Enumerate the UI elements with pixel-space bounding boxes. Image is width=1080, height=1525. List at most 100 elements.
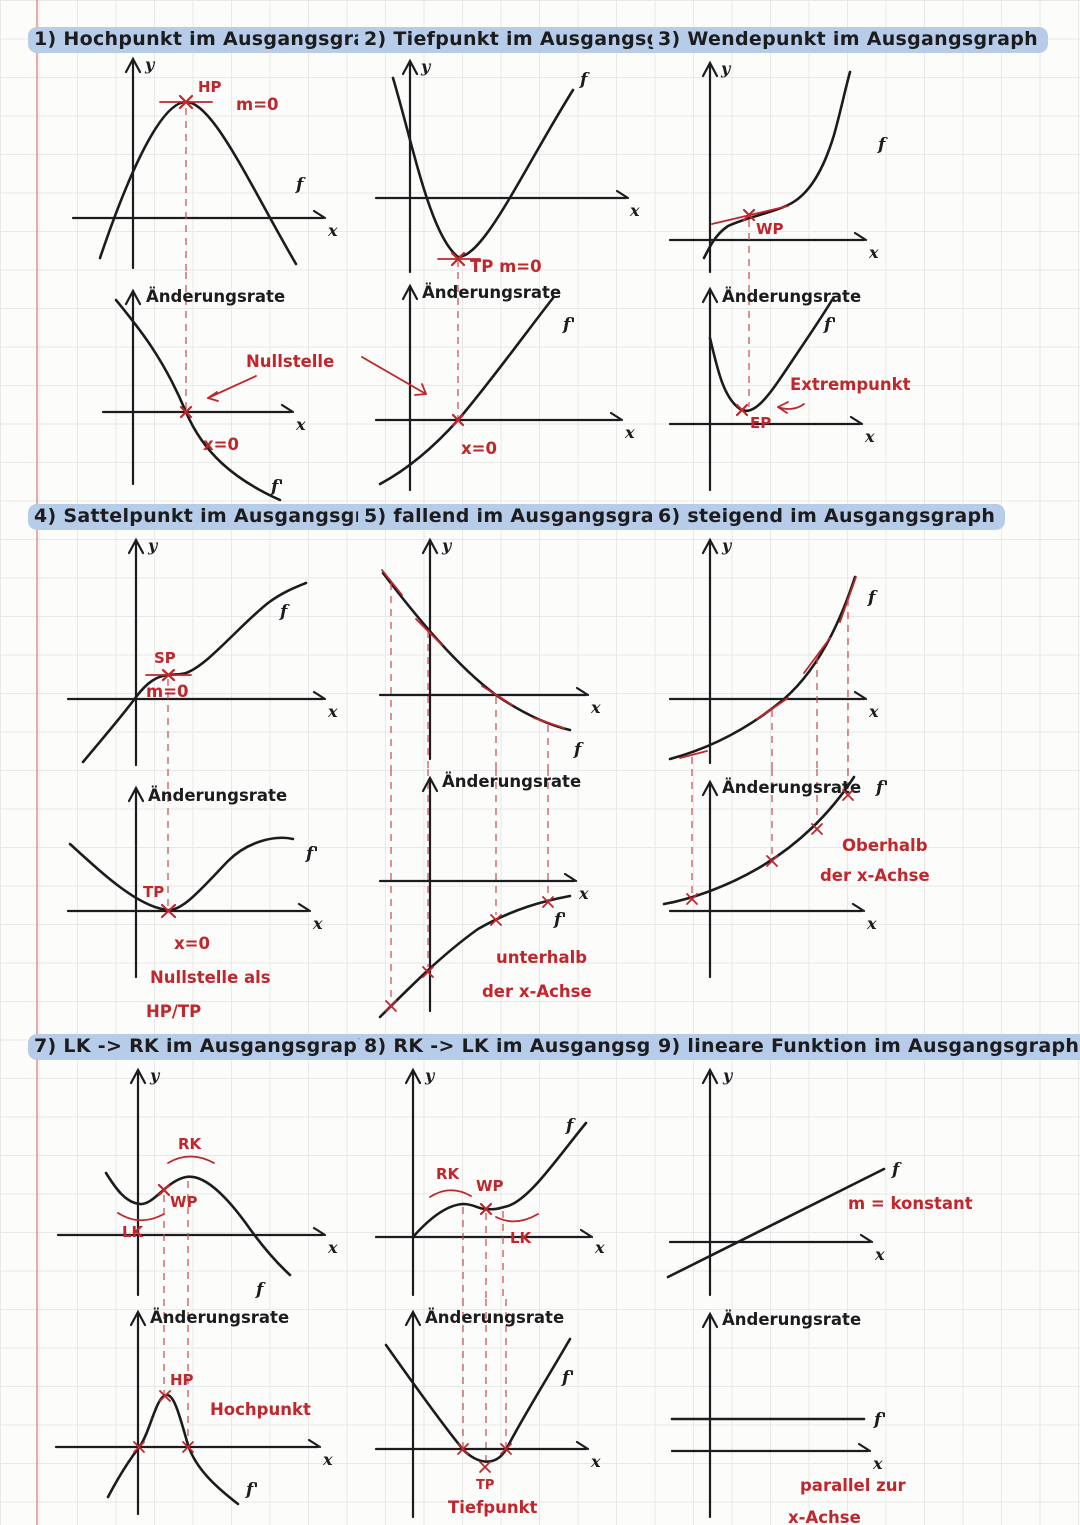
p4-rate-label: Änderungsrate xyxy=(148,786,287,805)
p4-fp-x-axis-label: x xyxy=(312,914,323,933)
p4-y-axis-label: y xyxy=(147,536,159,555)
p1-fp-x-axis-label: x xyxy=(295,415,306,434)
p8-lk-label: LK xyxy=(510,1229,533,1247)
p6-fprime-curve xyxy=(662,775,856,906)
p7-hp-label: HP xyxy=(170,1371,194,1389)
p1-fp-axes: x xyxy=(101,288,306,486)
p4-fprime-graph: x Änderungsrate TP x=0 Nullstelle als HP… xyxy=(66,769,323,1021)
p3-wp-label: WP xyxy=(756,220,784,238)
p6-f-axes: y x xyxy=(668,536,879,765)
p7-fprime-label: f' xyxy=(245,1480,259,1500)
p8-f-graph: y x RK WP LK f xyxy=(374,1066,605,1299)
p2-tp-m0-label: TP m=0 xyxy=(470,257,542,276)
p6-y-axis-label: y xyxy=(721,536,733,555)
panel-rk-lk: 8) RK -> LK im Ausgangsgraph y x RK WP L… xyxy=(358,1034,711,1525)
p6-rate-label: Änderungsrate xyxy=(722,778,861,797)
p1-f-curve xyxy=(98,100,298,266)
p8-x-axis-label: x xyxy=(594,1238,605,1257)
p8-wp-x-mark xyxy=(479,1202,493,1216)
panel-fallend: 5) fallend im Ausgangsgraph y x f x xyxy=(358,504,692,1031)
p2-x0-label: x=0 xyxy=(461,439,497,458)
p3-fp-axes: x xyxy=(668,286,875,492)
p6-x-axis-label: x xyxy=(868,702,879,721)
p8-rate-label: Änderungsrate xyxy=(425,1308,564,1327)
p4-sp-marker xyxy=(145,668,192,769)
p3-rate-label: Änderungsrate xyxy=(722,287,861,306)
p1-fprime-curve xyxy=(114,298,282,502)
p5-rate-label: Änderungsrate xyxy=(442,772,581,791)
p2-y-axis-label: y xyxy=(420,57,432,76)
p8-lk-arc xyxy=(495,1213,539,1223)
p7-fp-dashed-lines xyxy=(163,1299,189,1445)
p5-tangent-marks xyxy=(381,569,565,729)
panel-wendepunkt: 3) Wendepunkt im Ausgangsgraph y x WP f … xyxy=(652,27,1072,507)
p9-y-axis-label: y xyxy=(722,1066,734,1085)
p2-f-axes: y x xyxy=(374,57,640,274)
notebook-margin-line xyxy=(36,0,38,1525)
panel9-title: 9) lineare Funktion im Ausgangsgraph xyxy=(652,1034,1080,1060)
p7-hochpunkt-label: Hochpunkt xyxy=(210,1400,311,1419)
panel7-title: 7) LK -> RK im Ausgangsgraph xyxy=(28,1034,381,1060)
p2-f-curve xyxy=(391,76,575,259)
panel8-title: 8) RK -> LK im Ausgangsgraph xyxy=(358,1034,711,1060)
p3-f-curve xyxy=(702,70,852,260)
p2-fp-axes: x xyxy=(374,283,635,492)
p6-dashed-lines xyxy=(691,599,849,769)
p5-f-axes: y x xyxy=(378,536,601,761)
p5-fp-x-marks xyxy=(385,896,554,1012)
p1-f-label: f xyxy=(295,175,306,195)
p8-f-axes: y x xyxy=(374,1066,605,1297)
p7-f-graph: y x LK RK WP f xyxy=(56,1066,338,1300)
p8-f-curve xyxy=(411,1121,588,1239)
p4-tp-label: TP xyxy=(143,883,164,901)
p5-fprime-curve xyxy=(378,894,572,1019)
p2-f-label: f xyxy=(579,70,590,90)
panel-steigend: 6) steigend im Ausgangsgraph y x f xyxy=(652,504,1072,1061)
p2-tp-x-mark xyxy=(450,251,466,267)
p5-x-axis-label: x xyxy=(590,698,601,717)
p6-fp-x-marks xyxy=(686,789,854,905)
p1-hp-label: HP xyxy=(198,78,222,96)
p3-fp-x-axis-label: x xyxy=(864,427,875,446)
p9-m-konstant-label: m = konstant xyxy=(848,1194,973,1213)
p4-fprime-curve xyxy=(68,836,295,912)
p1-y-axis-label: y xyxy=(144,55,156,74)
p4-sp-label: SP xyxy=(154,649,176,667)
p9-f-label: f xyxy=(891,1160,902,1180)
p4-fp-axes: x xyxy=(66,785,323,979)
panel-lk-rk: 7) LK -> RK im Ausgangsgraph y x LK RK W… xyxy=(28,1034,381,1525)
p8-dashed-lines xyxy=(462,1207,504,1299)
p9-rate-label: Änderungsrate xyxy=(722,1310,861,1329)
p2-fprime-label: f' xyxy=(562,315,576,335)
p6-f-graph: y x f xyxy=(668,536,879,769)
p7-x-axis-label: x xyxy=(327,1238,338,1257)
p1-x-axis-label: x xyxy=(327,221,338,240)
panel5-title: 5) fallend im Ausgangsgraph xyxy=(358,504,692,530)
p3-f-axes: y x xyxy=(668,59,879,274)
panel-hochpunkt: 1) Hochpunkt im Ausgangsgraph y x HP m=0… xyxy=(28,27,405,507)
p8-f-label: f xyxy=(565,1116,576,1136)
p2-f-graph: y x f TP m=0 xyxy=(374,57,640,276)
panel6-title: 6) steigend im Ausgangsgraph xyxy=(652,504,1072,530)
p4-f-curve xyxy=(81,581,308,764)
panel3-title: 3) Wendepunkt im Ausgangsgraph xyxy=(652,27,1072,53)
p5-der-x-achse-label: der x-Achse xyxy=(482,982,592,1001)
p6-fp-axes: x xyxy=(668,779,877,979)
p5-fp-x-axis-label: x xyxy=(578,884,589,903)
p9-fp-axes: x xyxy=(670,1311,883,1519)
p4-x0-label: x=0 xyxy=(174,934,210,953)
p7-rk-arc xyxy=(167,1155,215,1164)
panel-tiefpunkt: 2) Tiefpunkt im Ausgangsgraph y x f TP m… xyxy=(358,27,722,507)
p9-parallel-zur-label: parallel zur xyxy=(800,1476,906,1495)
p2-nullstelle-x-mark xyxy=(451,413,465,427)
p1-rate-label: Änderungsrate xyxy=(146,287,285,306)
p6-oberhalb-label: Oberhalb xyxy=(842,836,928,855)
p8-y-axis-label: y xyxy=(424,1066,436,1085)
panel-sattelpunkt: 4) Sattelpunkt im Ausgangsgraph y x SP m… xyxy=(28,504,416,1061)
p8-rk-label: RK xyxy=(436,1165,461,1183)
p4-hptp-label: HP/TP xyxy=(146,1002,201,1021)
p2-fprime-graph: x Änderungsrate x=0 f' xyxy=(361,272,635,492)
p8-tp-label: TP xyxy=(476,1478,494,1493)
panel-lineare-funktion: 9) lineare Funktion im Ausgangsgraph y x… xyxy=(652,1034,1080,1525)
p5-fp-dashed-lines xyxy=(390,769,549,1001)
